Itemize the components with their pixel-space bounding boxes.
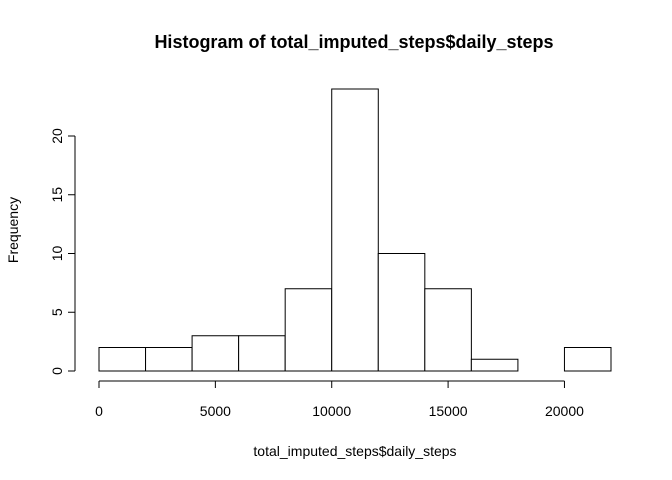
y-axis-label: Frequency	[5, 197, 21, 263]
histogram-bar	[470, 358, 519, 372]
x-axis: 0 5000 10000 15000 20000	[95, 380, 584, 419]
histogram-bar	[424, 288, 472, 372]
histogram-bar	[284, 288, 333, 372]
y-axis: 0 5 10 15 20	[49, 128, 76, 375]
histogram-bar	[98, 347, 147, 372]
x-tick-label: 5000	[200, 403, 231, 419]
y-tick-label: 10	[49, 246, 65, 262]
y-tick-label: 15	[49, 187, 65, 203]
x-tick-label: 10000	[312, 403, 351, 419]
x-tick-label: 20000	[545, 403, 584, 419]
histogram-bar	[563, 347, 612, 372]
histogram-bar	[238, 335, 286, 372]
histogram-bar	[331, 88, 379, 372]
x-tick-label: 0	[95, 403, 103, 419]
x-tick-label: 15000	[429, 403, 468, 419]
y-tick-label: 0	[49, 367, 65, 375]
y-tick-label: 5	[49, 308, 65, 316]
bars-group	[98, 88, 612, 372]
histogram-bar	[191, 335, 240, 372]
histogram-bar	[377, 253, 426, 372]
x-axis-label: total_imputed_steps$daily_steps	[253, 443, 456, 459]
chart-title: Histogram of total_imputed_steps$daily_s…	[154, 32, 553, 52]
y-tick-label: 20	[49, 128, 65, 144]
histogram-bar	[145, 347, 193, 372]
